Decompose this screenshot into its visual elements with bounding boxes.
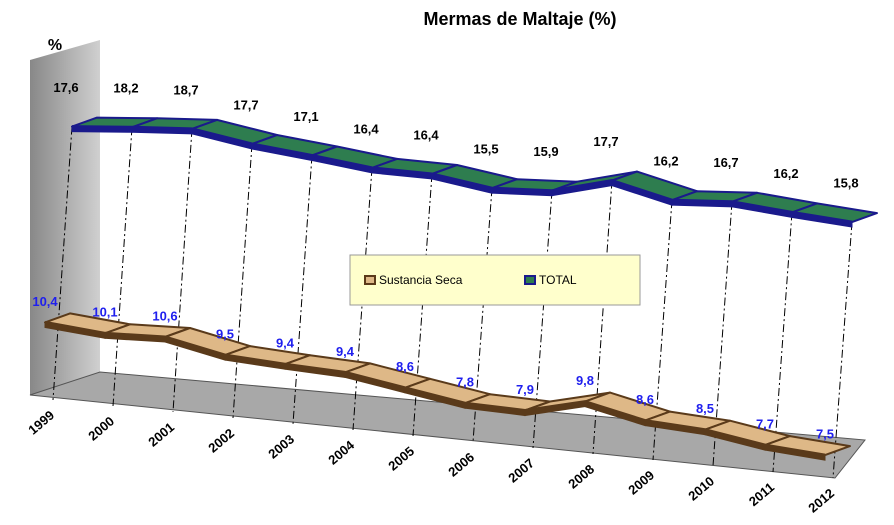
data-label: 18,7 xyxy=(173,82,198,97)
x-tick-label: 2008 xyxy=(565,461,597,491)
x-tick-label: 2002 xyxy=(205,425,237,455)
chart-title: Mermas de Maltaje (%) xyxy=(423,9,616,29)
data-label: 15,9 xyxy=(533,144,558,159)
x-tick-label: 2001 xyxy=(145,419,177,449)
x-tick-label: 2012 xyxy=(805,485,837,515)
data-label: 7,8 xyxy=(456,375,474,390)
data-label: 17,7 xyxy=(233,97,258,112)
x-tick-label: 2011 xyxy=(746,479,777,509)
data-label: 8,6 xyxy=(396,359,414,374)
data-label: 8,6 xyxy=(636,392,654,407)
data-label: 16,4 xyxy=(353,121,379,136)
data-label: 10,4 xyxy=(32,294,58,309)
data-label: 16,7 xyxy=(713,155,738,170)
legend-label: TOTAL xyxy=(539,273,577,287)
data-label: 16,2 xyxy=(653,154,678,169)
x-tick-label: 1999 xyxy=(25,407,57,437)
drop-line xyxy=(832,222,853,479)
x-tick-label: 2003 xyxy=(265,431,297,461)
data-label: 7,9 xyxy=(516,382,534,397)
legend-label: Sustancia Seca xyxy=(379,273,463,287)
x-tick-label: 2010 xyxy=(685,473,717,503)
x-tick-label: 2004 xyxy=(325,437,357,468)
data-label: 8,5 xyxy=(696,401,714,416)
drop-line xyxy=(232,143,253,419)
data-label: 17,7 xyxy=(593,134,618,149)
drop-line xyxy=(112,127,133,407)
data-label: 7,7 xyxy=(756,417,774,432)
drop-line xyxy=(772,212,793,473)
data-label: 16,2 xyxy=(773,166,798,181)
data-label: 10,6 xyxy=(152,308,177,323)
data-label: 17,1 xyxy=(293,109,318,124)
data-label: 10,1 xyxy=(92,305,117,320)
floor xyxy=(29,371,866,479)
drop-line xyxy=(52,126,73,401)
x-tick-label: 2005 xyxy=(385,443,417,473)
y-axis-label: % xyxy=(48,37,62,54)
series-line xyxy=(71,125,853,224)
data-label: 17,6 xyxy=(53,80,78,95)
legend: Sustancia Seca TOTAL xyxy=(349,254,641,306)
drop-line xyxy=(652,200,673,461)
data-label: 9,4 xyxy=(276,336,295,351)
data-label: 7,5 xyxy=(816,427,834,442)
legend-swatch xyxy=(524,275,536,285)
drop-line xyxy=(292,155,313,425)
x-tick-label: 2009 xyxy=(625,467,657,497)
data-label: 9,8 xyxy=(576,373,594,388)
data-label: 9,4 xyxy=(336,344,355,359)
legend-swatch xyxy=(364,275,376,285)
data-label: 18,2 xyxy=(113,81,138,96)
data-label: 9,5 xyxy=(216,327,234,342)
x-tick-label: 2000 xyxy=(85,413,117,443)
x-tick-label: 2006 xyxy=(445,449,477,479)
series-line xyxy=(44,320,826,457)
data-label: 15,5 xyxy=(473,142,498,157)
legend-box xyxy=(349,254,641,306)
drop-line xyxy=(172,128,193,413)
x-tick-label: 2007 xyxy=(505,455,537,485)
data-label: 16,4 xyxy=(413,127,439,142)
data-label: 15,8 xyxy=(833,176,858,191)
